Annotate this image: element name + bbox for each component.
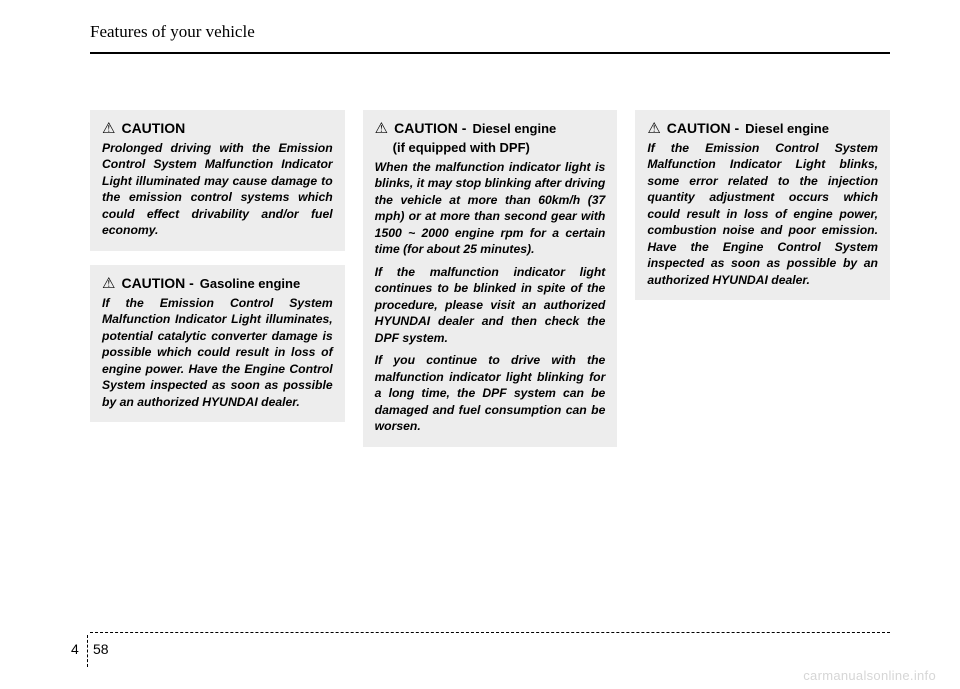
caution-body: If the Emission Control System Malfuncti… — [102, 295, 333, 410]
caution-body: When the malfunction indicator light is … — [375, 159, 606, 435]
caution-text-p2: If the malfunction indicator light conti… — [375, 264, 606, 346]
caution-text-p1: When the malfunction indicator light is … — [375, 159, 606, 258]
caution-box-general: ⚠ CAUTION Prolonged driving with the Emi… — [90, 110, 345, 251]
caution-box-diesel: ⚠ CAUTION - Diesel engine If the Emissio… — [635, 110, 890, 300]
footer-dashed-rule — [90, 632, 890, 633]
warning-icon: ⚠ — [102, 121, 115, 136]
caution-heading: ⚠ CAUTION — [102, 120, 333, 136]
section-number: 4 — [71, 641, 79, 657]
column-3: ⚠ CAUTION - Diesel engine If the Emissio… — [635, 110, 890, 447]
caution-heading: ⚠ CAUTION - Diesel engine — [647, 120, 878, 136]
caution-label: CAUTION - — [394, 120, 466, 136]
page-header: Features of your vehicle — [90, 22, 890, 54]
caution-body: If the Emission Control System Malfuncti… — [647, 140, 878, 288]
caution-box-diesel-dpf: ⚠ CAUTION - Diesel engine (if equipped w… — [363, 110, 618, 447]
page-number: 58 — [93, 641, 109, 657]
caution-text: Prolonged driving with the Emission Cont… — [102, 140, 333, 239]
caution-box-gasoline: ⚠ CAUTION - Gasoline engine If the Emiss… — [90, 265, 345, 422]
caution-subline: (if equipped with DPF) — [393, 140, 606, 155]
column-1: ⚠ CAUTION Prolonged driving with the Emi… — [90, 110, 345, 447]
footer-dashed-vertical — [87, 635, 88, 667]
caution-heading: ⚠ CAUTION - Diesel engine — [375, 120, 606, 136]
caution-label: CAUTION - — [667, 120, 739, 136]
warning-icon: ⚠ — [647, 121, 660, 136]
watermark-text: carmanualsonline.info — [803, 668, 936, 683]
caution-subtitle: Diesel engine — [472, 121, 556, 136]
caution-label: CAUTION - — [121, 275, 193, 291]
content-columns: ⚠ CAUTION Prolonged driving with the Emi… — [90, 110, 890, 447]
caution-body: Prolonged driving with the Emission Cont… — [102, 140, 333, 239]
caution-text: If the Emission Control System Malfuncti… — [102, 295, 333, 410]
page-title: Features of your vehicle — [90, 22, 890, 50]
caution-text-p3: If you continue to drive with the malfun… — [375, 352, 606, 434]
caution-subtitle: Gasoline engine — [200, 276, 300, 291]
warning-icon: ⚠ — [102, 276, 115, 291]
caution-label: CAUTION — [121, 120, 185, 136]
column-2: ⚠ CAUTION - Diesel engine (if equipped w… — [363, 110, 618, 447]
header-rule — [90, 52, 890, 54]
caution-text: If the Emission Control System Malfuncti… — [647, 140, 878, 288]
caution-heading: ⚠ CAUTION - Gasoline engine — [102, 275, 333, 291]
caution-subtitle: Diesel engine — [745, 121, 829, 136]
warning-icon: ⚠ — [375, 121, 388, 136]
